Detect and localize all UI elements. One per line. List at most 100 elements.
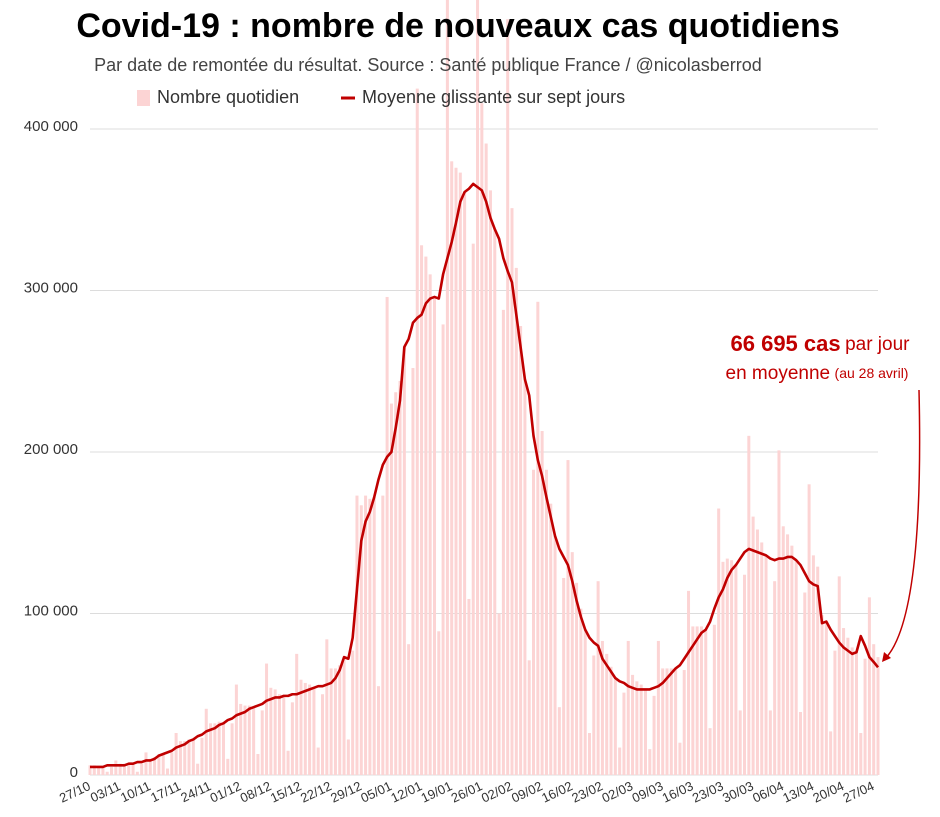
bar — [613, 678, 617, 775]
chart-subtitle: Par date de remontée du résultat. Source… — [94, 55, 762, 75]
bar — [411, 368, 415, 775]
bar — [811, 555, 815, 775]
bar — [867, 597, 871, 775]
bar — [738, 710, 742, 775]
bar — [359, 505, 363, 775]
bar — [493, 229, 497, 775]
legend-label: Nombre quotidien — [157, 87, 299, 107]
bar — [699, 626, 703, 775]
bar — [364, 495, 368, 775]
bar — [523, 379, 527, 775]
bar — [321, 694, 325, 775]
bar — [695, 626, 699, 775]
bar — [316, 747, 320, 775]
bar — [846, 637, 850, 775]
bar — [665, 668, 669, 775]
bar — [312, 687, 316, 775]
bar — [794, 560, 798, 775]
bar — [876, 657, 880, 775]
bar — [833, 650, 837, 775]
bar — [221, 723, 225, 775]
bar — [583, 629, 587, 775]
bar — [368, 498, 372, 775]
bar — [282, 695, 286, 775]
bar — [837, 576, 841, 775]
bar — [743, 574, 747, 775]
bar — [557, 707, 561, 775]
bar — [854, 652, 858, 775]
bar — [376, 686, 381, 775]
annotation: 66 695 cas par jour — [731, 331, 911, 356]
bar — [648, 749, 652, 775]
bar — [497, 613, 501, 775]
bar — [691, 626, 695, 775]
x-tick-label: 27/04 — [841, 778, 877, 805]
bar — [269, 687, 273, 775]
bar — [850, 647, 854, 775]
bar — [277, 694, 281, 775]
bar — [441, 324, 445, 775]
bar — [467, 598, 471, 775]
bar — [92, 765, 96, 775]
bar — [760, 542, 764, 775]
bar — [609, 666, 613, 775]
annotation-value: 66 695 cas — [731, 331, 841, 356]
bar — [325, 639, 329, 775]
bar — [872, 644, 876, 775]
y-tick-label: 0 — [70, 764, 78, 781]
bar — [820, 615, 824, 775]
bar — [415, 88, 419, 775]
bar — [243, 705, 247, 775]
bar — [544, 469, 548, 775]
bar — [351, 650, 355, 775]
bar — [549, 503, 553, 775]
bar — [484, 143, 488, 775]
bar — [191, 739, 195, 775]
bar — [751, 516, 755, 775]
bar — [381, 495, 385, 775]
annotation-text: par jour — [845, 334, 910, 355]
bar — [346, 739, 350, 775]
bar — [402, 347, 406, 775]
bar — [519, 326, 523, 775]
bar — [592, 655, 596, 775]
bar — [463, 191, 467, 776]
legend-label: Moyenne glissante sur sept jours — [362, 87, 625, 107]
bar — [553, 535, 557, 775]
bar — [355, 495, 359, 775]
bar — [566, 460, 570, 775]
legend-swatch — [137, 90, 150, 106]
annotation-text: en moyenne — [726, 363, 831, 384]
bar — [342, 657, 346, 775]
bar — [579, 608, 583, 775]
bar — [88, 765, 92, 775]
bar — [829, 731, 833, 775]
bar — [514, 267, 518, 775]
bar — [217, 721, 221, 775]
bar — [153, 757, 157, 775]
bar — [286, 750, 290, 775]
bar — [166, 768, 170, 775]
bar — [510, 208, 514, 775]
bar — [631, 674, 635, 775]
bar — [183, 741, 187, 775]
bar — [303, 682, 307, 775]
bar — [157, 754, 161, 775]
bar — [704, 629, 708, 775]
bar — [708, 728, 712, 775]
bar — [213, 723, 217, 775]
bar — [816, 566, 820, 775]
bar — [420, 245, 424, 775]
bar — [135, 771, 139, 775]
bar — [454, 167, 458, 775]
bar — [394, 392, 398, 775]
bar — [635, 681, 639, 775]
bar — [389, 403, 393, 775]
bar — [786, 534, 790, 775]
bar — [540, 431, 544, 775]
bar — [721, 561, 725, 775]
line — [90, 182, 880, 769]
bar — [407, 644, 411, 775]
bar — [661, 668, 665, 775]
